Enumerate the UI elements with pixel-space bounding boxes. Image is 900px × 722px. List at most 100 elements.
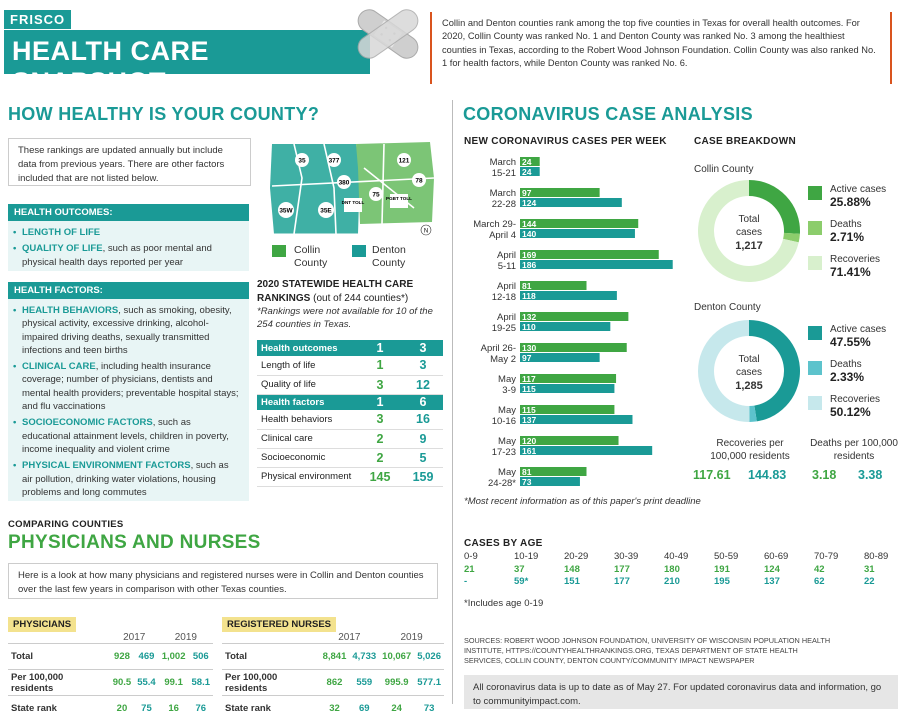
collin-value: 995.9 xyxy=(379,669,415,696)
bar-value-label: 161 xyxy=(522,446,536,456)
denton-bar xyxy=(520,291,617,300)
donut-slice xyxy=(749,405,757,422)
breakdown-value: 47.55% xyxy=(830,335,871,349)
rankings-title: 2020 STATEWIDE HEALTH CARE RANKINGS (out… xyxy=(257,279,414,304)
list-item-text: , including health insurance coverage; n… xyxy=(22,361,239,413)
age-group: 10-19 37 59* xyxy=(514,551,562,589)
age-label: 60-69 xyxy=(764,551,789,562)
collin-value: 8,841 xyxy=(319,643,350,670)
age-denton-value: 195 xyxy=(714,576,730,587)
ranking-label: Physical environment xyxy=(257,467,357,487)
intro-text: Collin and Denton counties rank among th… xyxy=(430,12,892,84)
week-label: 10-16 xyxy=(492,416,516,427)
denton-value: 58.1 xyxy=(188,669,213,696)
week-label: 15-21 xyxy=(492,168,516,179)
breakdown-label: Active cases xyxy=(830,324,887,335)
row-label: Total xyxy=(8,643,110,670)
table-row: State rank 32 69 24 73 xyxy=(222,695,444,722)
collin-donut-chart: Total cases 1,217 xyxy=(698,180,800,282)
collin-bar xyxy=(520,374,617,383)
map-road-label: 35 xyxy=(298,158,306,165)
table-row: Per 100,000 residents 90.5 55.4 99.1 58.1 xyxy=(8,669,213,696)
age-denton-value: 177 xyxy=(614,576,630,587)
list-item: PHYSICAL ENVIRONMENT FACTORS, such as ai… xyxy=(13,459,241,499)
age-collin-value: 191 xyxy=(714,563,730,575)
ranking-row: Health outcomes 1 3 xyxy=(257,340,443,356)
denton-value: 4,733 xyxy=(349,643,380,670)
week-label: May xyxy=(498,467,516,478)
collin-value: 90.5 xyxy=(109,669,135,696)
list-item-text: , such as air pollution, drinking water … xyxy=(22,460,229,498)
collin-bar xyxy=(520,436,619,445)
age-label: 80-89 xyxy=(864,551,889,562)
donut-slice xyxy=(749,320,800,422)
week-label: 24-28* xyxy=(488,478,516,489)
ranking-collin: 3 xyxy=(357,375,403,395)
ranking-label: Health behaviors xyxy=(257,410,357,430)
ranking-collin: 3 xyxy=(357,410,403,430)
collin-deaths-per-100k: 3.18 xyxy=(812,468,837,482)
breakdown-legend-item: Recoveries 71.41% xyxy=(808,254,886,289)
age-label: 70-79 xyxy=(814,551,839,562)
breakdown-value: 2.71% xyxy=(830,230,865,244)
bar-value-label: 24 xyxy=(522,157,532,167)
bar-value-label: 132 xyxy=(522,312,536,322)
ranking-label: Length of life xyxy=(257,356,357,376)
age-denton-value: 22 xyxy=(864,576,875,587)
age-title: CASES BY AGE xyxy=(464,538,543,549)
week-label: May xyxy=(498,436,516,447)
age-denton-value: 59* xyxy=(514,576,529,587)
bar-value-label: 130 xyxy=(522,343,536,353)
age-collin-value: 31 xyxy=(864,563,875,575)
map-road-label: 75 xyxy=(372,192,380,199)
collin-bar xyxy=(520,281,587,290)
week-label: April xyxy=(497,281,516,292)
legend-swatch-collin xyxy=(272,245,286,257)
bar-value-label: 97 xyxy=(522,188,532,198)
compare-kicker: COMPARING COUNTIES xyxy=(8,519,124,530)
age-label: 40-49 xyxy=(664,551,689,562)
section-kicker: FRISCO xyxy=(4,10,72,29)
age-collin-value: 124 xyxy=(764,563,780,575)
total-cases-label: cases xyxy=(736,227,762,238)
ranking-denton: 5 xyxy=(403,448,443,468)
table-header: 2017 2019 xyxy=(8,632,213,644)
donut-slice xyxy=(698,180,799,282)
denton-breakdown-legend: Active cases 47.55% Deaths 2.33% Recoveries 5… xyxy=(808,324,886,429)
age-group: 20-29 148 151 xyxy=(564,551,612,589)
row-label: Per 100,000 residents xyxy=(8,669,110,696)
year-header: 2017 xyxy=(338,632,361,643)
ranking-denton: 16 xyxy=(403,410,443,430)
legend-swatch xyxy=(808,256,822,270)
age-label: 20-29 xyxy=(564,551,589,562)
age-label: 10-19 xyxy=(514,551,539,562)
compare-title: PHYSICIANS AND NURSES xyxy=(8,532,261,553)
denton-value: 5,026 xyxy=(414,643,444,670)
collin-bar xyxy=(520,312,629,321)
denton-breakdown-label: Denton County xyxy=(694,302,761,313)
column-divider xyxy=(452,100,453,704)
ranking-row: Length of life 1 3 xyxy=(257,356,443,376)
year-header: 2019 xyxy=(174,632,197,643)
week-label: 5-11 xyxy=(498,261,516,272)
sources: SOURCES: ROBERT WOOD JOHNSON FOUNDATION,… xyxy=(464,636,831,665)
physicians-table: 2017 2019 Total 928 469 1,002 506 Per 100,000 r… xyxy=(8,632,213,722)
nurses-table: 2017 2019 Total 8,841 4,733 10,067 5,026 Per 10… xyxy=(222,632,444,722)
nurses-title: REGISTERED NURSES xyxy=(222,614,336,632)
list-item: LENGTH OF LIFE xyxy=(13,226,241,240)
total-cases-label: Total xyxy=(738,354,759,365)
week-label: May 2 xyxy=(490,354,516,365)
corona-title: CORONAVIRUS CASE ANALYSIS xyxy=(463,104,753,124)
collin-bar xyxy=(520,250,659,259)
legend-label-denton: Denton County xyxy=(372,244,406,270)
legend-swatch xyxy=(808,186,822,200)
breakdown-legend-item: Active cases 25.88% xyxy=(808,184,886,219)
breakdown-value: 25.88% xyxy=(830,195,871,209)
denton-value: 69 xyxy=(349,695,380,722)
physicians-title: PHYSICIANS xyxy=(8,614,77,632)
list-item-heading: QUALITY OF LIFE xyxy=(22,243,103,255)
row-label: State rank xyxy=(222,695,320,722)
collin-value: 10,067 xyxy=(379,643,415,670)
denton-donut-chart: Total cases 1,285 xyxy=(698,320,800,422)
denton-bar xyxy=(520,353,600,362)
